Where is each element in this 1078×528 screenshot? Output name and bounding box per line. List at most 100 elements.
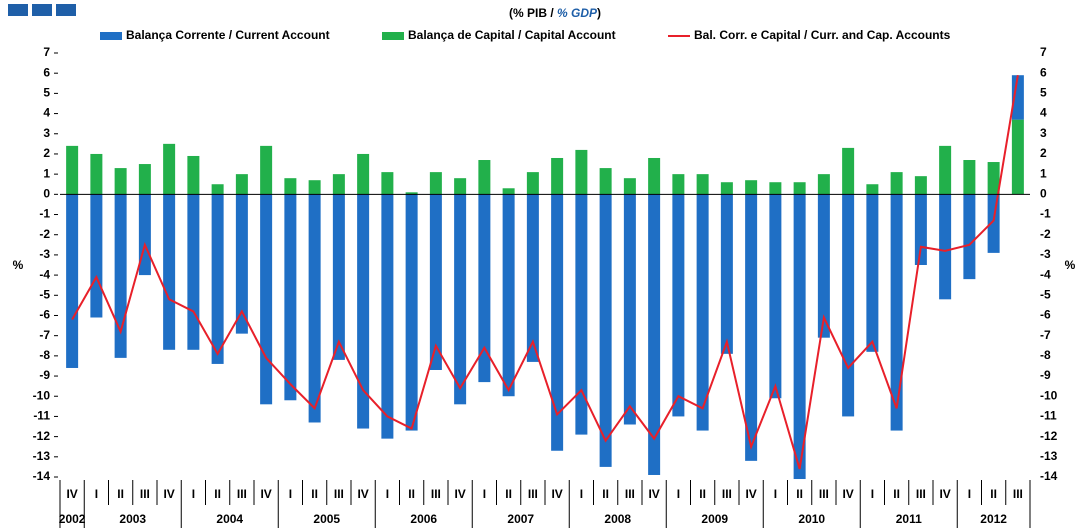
- x-tick-label: II: [893, 487, 900, 501]
- bar: [429, 194, 442, 370]
- x-tick-label: IV: [648, 487, 659, 501]
- bar: [478, 194, 491, 383]
- y-tick-label: 1: [43, 166, 50, 180]
- y2-tick-label: -7: [1040, 328, 1051, 342]
- logo-block: [56, 4, 76, 16]
- x-tick-label: IV: [842, 487, 853, 501]
- x-tick-label: I: [386, 487, 389, 501]
- x-tick-label: III: [1013, 487, 1023, 501]
- bar: [138, 164, 151, 195]
- year-label: 2002: [59, 512, 86, 526]
- bar: [672, 194, 685, 417]
- bar: [114, 194, 127, 358]
- y-tick-label: -11: [33, 409, 50, 423]
- bar: [332, 174, 345, 195]
- bar: [963, 194, 976, 280]
- year-label: 2009: [701, 512, 728, 526]
- y2-tick-label: -3: [1040, 247, 1051, 261]
- bar: [648, 194, 661, 475]
- y-tick-label: -9: [39, 368, 50, 382]
- x-tick-label: III: [528, 487, 538, 501]
- legend-label: Balança Corrente / Current Account: [126, 28, 330, 42]
- y2-tick-label: -4: [1040, 267, 1051, 281]
- bar: [332, 194, 345, 360]
- x-tick-label: IV: [163, 487, 174, 501]
- y-tick-label: -5: [39, 287, 50, 301]
- y2-tick-label: 0: [1040, 187, 1047, 201]
- year-label: 2005: [313, 512, 340, 526]
- x-tick-label: I: [192, 487, 195, 501]
- y2-tick-label: -9: [1040, 368, 1051, 382]
- y2-tick-label: -12: [1040, 429, 1058, 443]
- y2-tick-label: 3: [1040, 126, 1047, 140]
- chart-title: (% PIB / % GDP): [509, 6, 601, 20]
- y2-tick-label: 5: [1040, 86, 1047, 100]
- y2-tick-label: 2: [1040, 146, 1047, 160]
- bar: [66, 194, 79, 368]
- y-tick-label: -2: [39, 227, 50, 241]
- x-tick-label: II: [699, 487, 706, 501]
- bar: [745, 194, 758, 461]
- line: [71, 75, 1019, 470]
- bar: [308, 194, 321, 423]
- x-tick-label: III: [819, 487, 829, 501]
- x-tick-label: II: [408, 487, 415, 501]
- bar: [235, 174, 248, 195]
- bar: [914, 194, 927, 265]
- bar: [211, 184, 224, 195]
- bar: [478, 160, 491, 195]
- x-tick-label: IV: [260, 487, 271, 501]
- x-tick-label: I: [483, 487, 486, 501]
- bar: [987, 194, 1000, 253]
- bar: [381, 172, 394, 195]
- x-tick-label: I: [95, 487, 98, 501]
- bar: [963, 160, 976, 195]
- y-axis-label: %: [13, 258, 24, 272]
- logo-block: [8, 4, 28, 16]
- bar: [357, 194, 370, 429]
- bar: [793, 182, 806, 195]
- bar: [842, 194, 855, 417]
- x-tick-label: IV: [357, 487, 368, 501]
- x-tick-label: I: [580, 487, 583, 501]
- bar: [575, 194, 588, 435]
- y-tick-label: -3: [39, 247, 50, 261]
- title-part: (% PIB /: [509, 6, 557, 20]
- bar: [890, 194, 903, 431]
- x-tick-label: IV: [454, 487, 465, 501]
- bar: [454, 178, 467, 195]
- bar: [211, 194, 224, 364]
- year-label: 2010: [798, 512, 825, 526]
- x-tick-label: II: [117, 487, 124, 501]
- bar: [235, 194, 248, 334]
- bar: [381, 194, 394, 439]
- x-tick-label: I: [677, 487, 680, 501]
- bar: [696, 194, 709, 431]
- y-tick-label: 2: [43, 146, 50, 160]
- y2-axis-label: %: [1065, 258, 1076, 272]
- y-tick-label: 3: [43, 126, 50, 140]
- bar: [551, 194, 564, 451]
- y-tick-label: -1: [39, 207, 50, 221]
- bar: [745, 180, 758, 195]
- y-tick-label: -6: [39, 308, 50, 322]
- bar: [987, 162, 1000, 195]
- x-tick-label: I: [289, 487, 292, 501]
- bar: [866, 194, 879, 352]
- y2-tick-label: -6: [1040, 308, 1051, 322]
- bar: [454, 194, 467, 405]
- bar: [308, 180, 321, 195]
- bar: [648, 157, 661, 195]
- x-tick-label: II: [990, 487, 997, 501]
- year-label: 2012: [980, 512, 1007, 526]
- legend-label: Balança de Capital / Capital Account: [408, 28, 616, 42]
- bar: [842, 147, 855, 195]
- y2-tick-label: -2: [1040, 227, 1051, 241]
- logo-block: [32, 4, 52, 16]
- y-tick-label: -12: [33, 429, 51, 443]
- bar: [551, 157, 564, 195]
- x-tick-label: III: [722, 487, 732, 501]
- y2-tick-label: -10: [1040, 388, 1058, 402]
- x-tick-label: II: [311, 487, 318, 501]
